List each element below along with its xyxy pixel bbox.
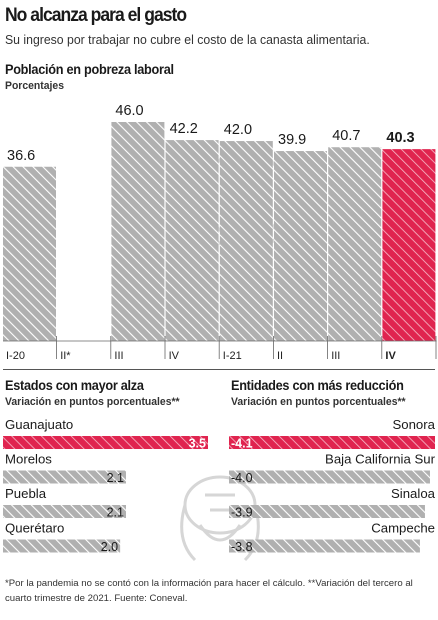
section-divider [3, 369, 435, 370]
page-title: No alcanza para el gasto [5, 4, 187, 26]
bar-5 [274, 151, 327, 341]
x-tick-label: III [114, 350, 123, 362]
bar-value-label: 39.9 [278, 132, 306, 148]
state-label: Querétaro [5, 521, 64, 536]
bar-value-label: 40.7 [332, 128, 360, 144]
bar-value-label: 36.6 [7, 148, 35, 164]
state-bar-0 [229, 436, 435, 449]
main-bar-chart: 36.6 I-20 II* 46.0 III 42.2 IV 42.0 I-21 39.9 II 40… [3, 103, 437, 362]
drop-chart-title: Entidades con más reducción [231, 378, 404, 393]
state-bar-3 [229, 539, 420, 553]
state-bar-3 [3, 539, 121, 553]
main-chart-title: Población en pobreza laboral [5, 62, 174, 77]
bar-0 [3, 166, 56, 341]
state-value-label: -4.0 [231, 471, 253, 485]
state-bar-2 [229, 505, 425, 518]
bar-value-label: 46.0 [115, 103, 143, 119]
state-value-label: -3.8 [231, 540, 253, 554]
page-subtitle: Su ingreso por trabajar no cubre el cost… [5, 32, 370, 47]
state-label: Baja California Sur [325, 452, 436, 467]
x-tick-label: II* [60, 350, 71, 362]
drop-chart-subtitle: Variación en puntos porcentuales** [231, 396, 406, 408]
main-chart-subtitle: Porcentajes [5, 80, 64, 92]
state-bar-1 [229, 470, 430, 484]
bar-4 [219, 141, 273, 341]
x-tick-label: IV [169, 350, 180, 362]
state-value-label: 3.5 [189, 437, 206, 451]
rise-chart-subtitle: Variación en puntos porcentuales** [5, 396, 180, 408]
state-bar-0 [3, 436, 208, 449]
state-value-label: -4.1 [231, 437, 253, 451]
bar-7 [382, 149, 436, 341]
bar-6 [328, 147, 382, 341]
state-value-label: 2.1 [107, 506, 124, 520]
footnote: *Por la pandemia no se contó con la info… [5, 578, 413, 604]
bar-value-label: 42.2 [170, 121, 198, 137]
state-bar-1 [3, 470, 126, 484]
x-tick-label: I-21 [223, 350, 242, 362]
x-tick-label: IV [385, 350, 396, 362]
state-value-label: 2.0 [101, 540, 118, 554]
state-label: Campeche [371, 521, 435, 536]
state-label: Morelos [5, 452, 52, 467]
state-value-label: 2.1 [107, 471, 124, 485]
state-value-label: -3.9 [231, 506, 253, 520]
state-bar-charts: Guanajuato 3.5 Morelos 2.1 Puebla 2.1 Querétar… [3, 417, 436, 554]
state-label: Sonora [392, 417, 435, 432]
bar-2 [111, 122, 165, 341]
rise-chart-title: Estados con mayor alza [5, 378, 144, 393]
state-label: Puebla [5, 486, 47, 501]
x-tick-label: III [331, 350, 340, 362]
state-bar-2 [3, 505, 126, 518]
x-tick-label: II [277, 350, 283, 362]
x-tick-label: I-20 [6, 350, 25, 362]
state-label: Guanajuato [5, 417, 73, 432]
bar-value-label: 42.0 [224, 122, 252, 138]
bar-value-label: 40.3 [386, 130, 414, 146]
state-label: Sinaloa [391, 486, 436, 501]
bar-3 [165, 140, 219, 341]
